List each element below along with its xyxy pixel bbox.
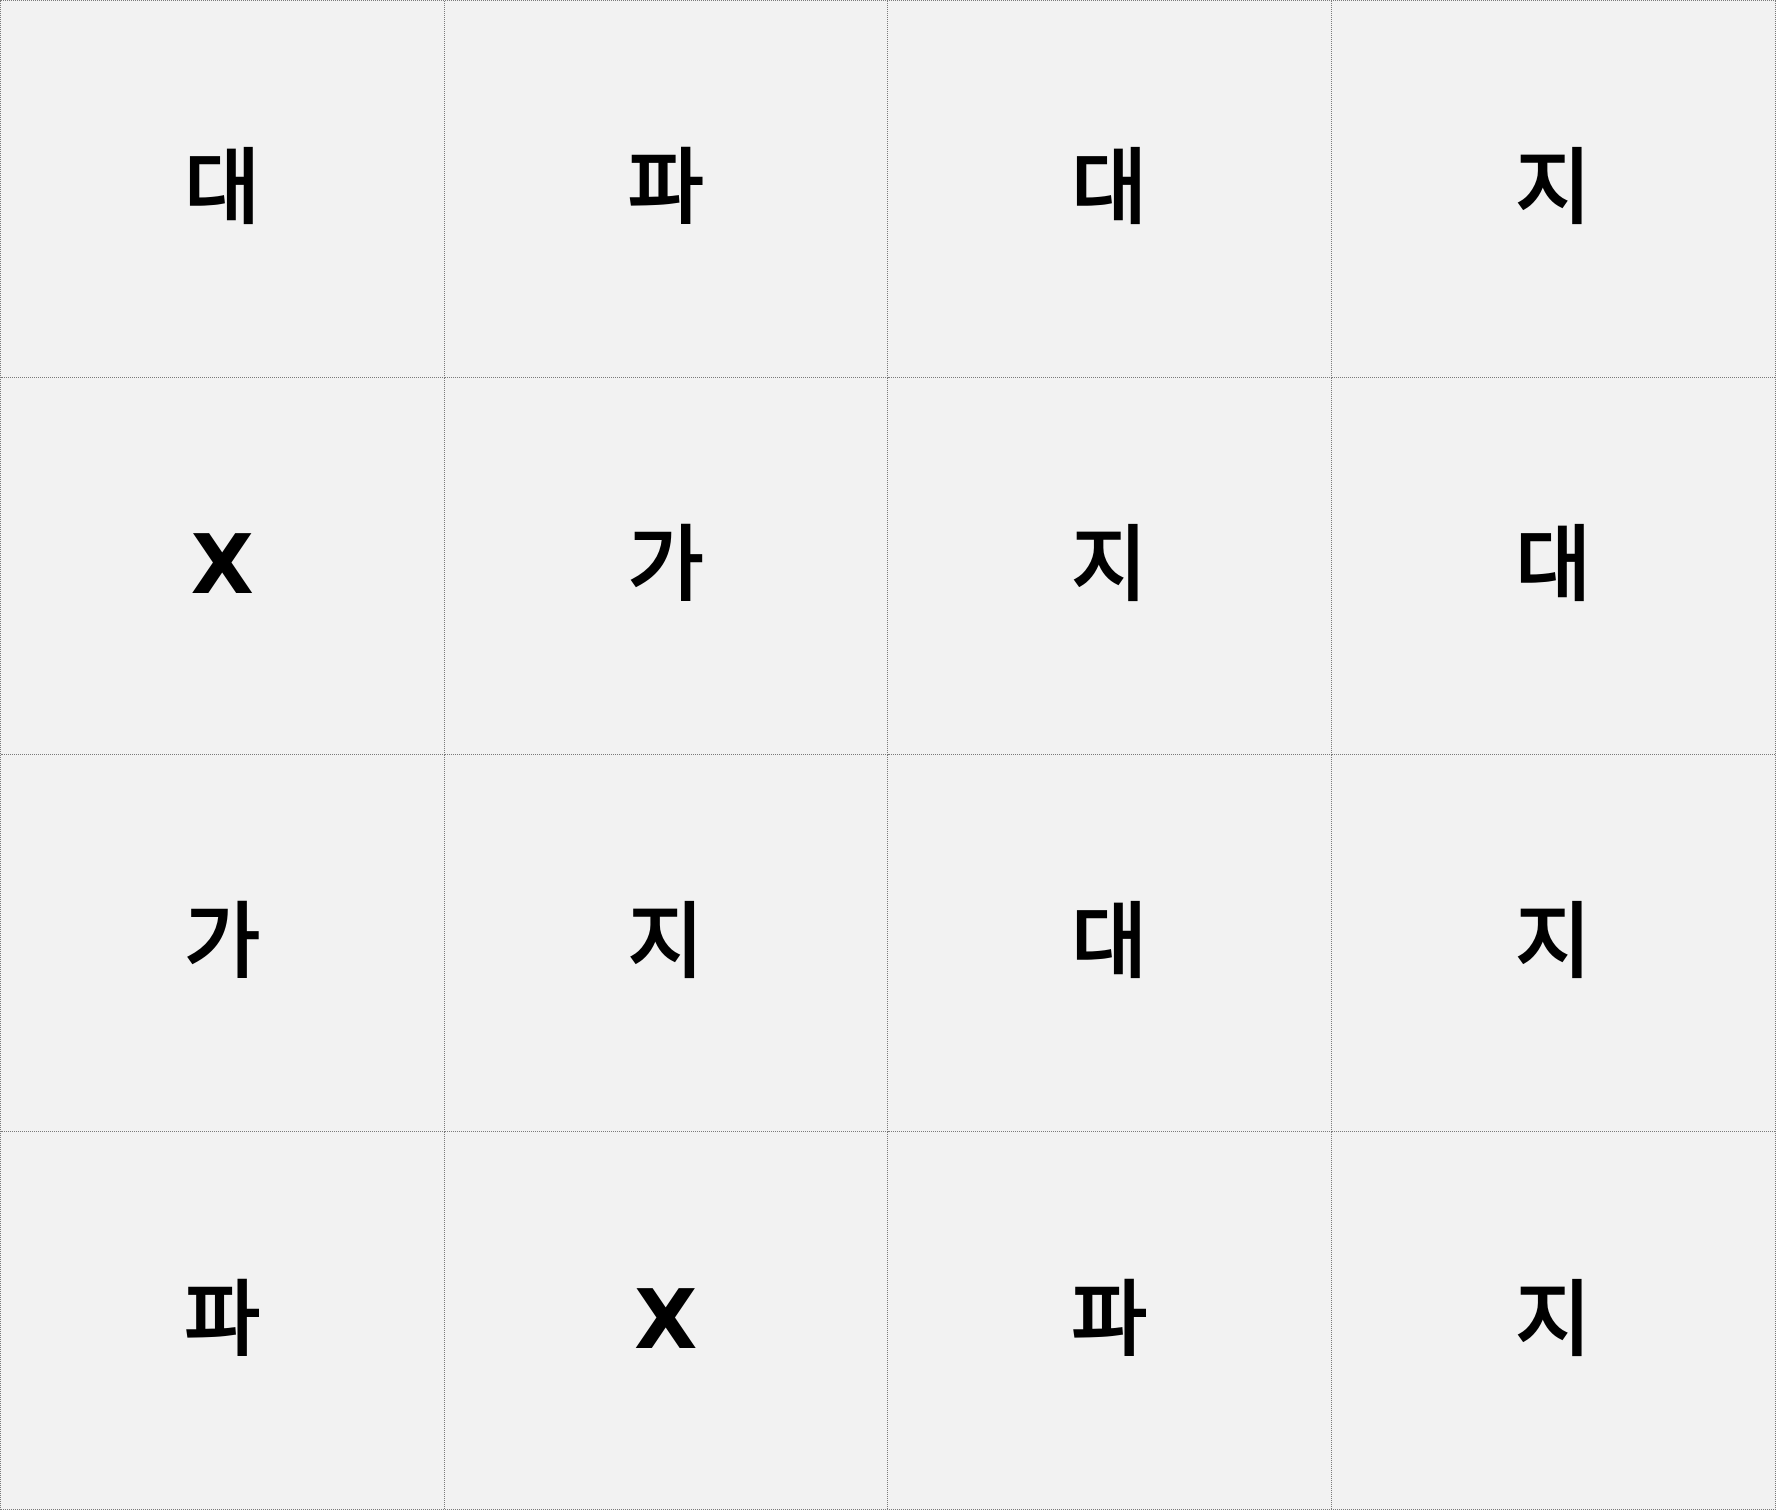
- tile-r1-c1[interactable]: 대: [1, 1, 445, 378]
- tile-label: 가: [184, 895, 260, 990]
- tile-r1-c2[interactable]: 파: [444, 1, 888, 378]
- tile-r2-c4[interactable]: 대: [1331, 378, 1775, 755]
- tile-label: 대: [1071, 141, 1147, 236]
- tile-label: 지: [1071, 518, 1147, 613]
- tile-r3-c4[interactable]: 지: [1331, 755, 1775, 1132]
- tile-label: 파: [184, 1272, 260, 1368]
- tile-label: 지: [628, 895, 704, 990]
- tile-label: 지: [1515, 1272, 1591, 1368]
- tile-r2-c3[interactable]: 지: [888, 378, 1332, 755]
- tile-r2-c1[interactable]: X: [1, 378, 445, 755]
- tile-r3-c1[interactable]: 가: [1, 755, 445, 1132]
- tile-label: X: [190, 518, 254, 613]
- tile-r4-c2[interactable]: X: [444, 1132, 888, 1509]
- tile-r1-c3[interactable]: 대: [888, 1, 1332, 378]
- tile-r4-c3[interactable]: 파: [888, 1132, 1332, 1509]
- tile-label: 대: [184, 141, 260, 236]
- tile-label: 대: [1071, 895, 1147, 990]
- tile-label: 파: [628, 141, 704, 236]
- tile-r3-c2[interactable]: 지: [444, 755, 888, 1132]
- tile-r2-c2[interactable]: 가: [444, 378, 888, 755]
- tile-r4-c4[interactable]: 지: [1331, 1132, 1775, 1509]
- tile-r4-c1[interactable]: 파: [1, 1132, 445, 1509]
- tile-r1-c4[interactable]: 지: [1331, 1, 1775, 378]
- tile-r3-c3[interactable]: 대: [888, 755, 1332, 1132]
- tile-label: 대: [1515, 518, 1591, 613]
- tile-label: 지: [1515, 141, 1591, 236]
- tile-label: 지: [1515, 895, 1591, 990]
- tile-label: 파: [1071, 1272, 1147, 1368]
- tile-label: X: [634, 1272, 698, 1368]
- tile-label: 가: [628, 518, 704, 613]
